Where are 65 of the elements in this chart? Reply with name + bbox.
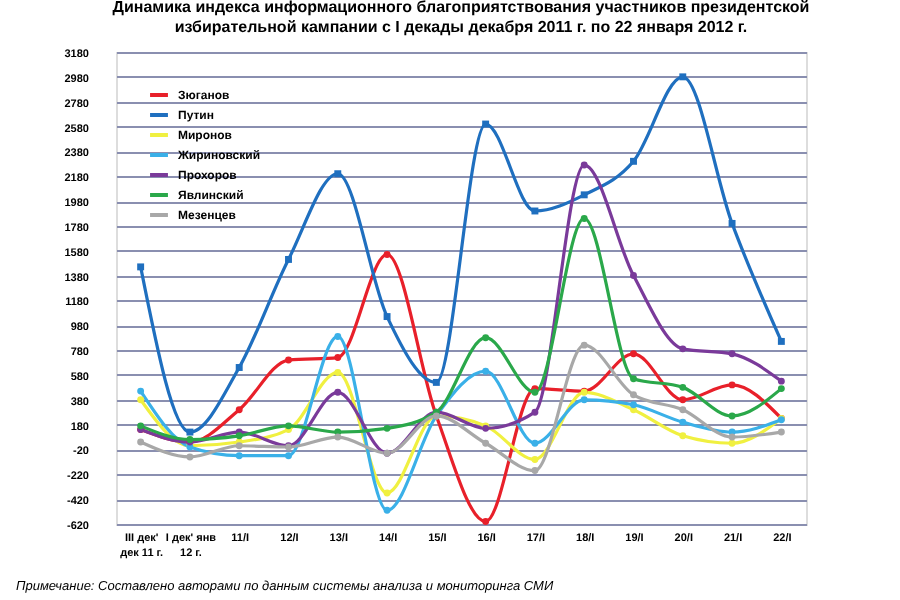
point [334, 332, 342, 340]
line-series [137, 369, 785, 497]
point [137, 396, 145, 404]
point [580, 341, 588, 349]
point [186, 428, 194, 436]
point [679, 383, 687, 391]
point [235, 452, 243, 460]
point [728, 350, 736, 358]
point [383, 489, 391, 497]
point [630, 272, 637, 280]
point [383, 424, 391, 432]
point [531, 467, 539, 475]
point [531, 408, 539, 416]
point [630, 350, 637, 358]
point [383, 251, 391, 258]
point [383, 313, 391, 321]
point [186, 453, 194, 461]
point [531, 439, 539, 447]
point [728, 433, 736, 441]
point [235, 406, 243, 414]
text: избирательной кампании с I декады декабря 2011 г. по 22 января 2012 г. [174, 18, 748, 36]
point [679, 345, 687, 353]
point [285, 255, 292, 263]
point [728, 219, 736, 227]
text: Динамика индекса информационного благоприятствования участников президентской [112, 0, 810, 16]
point [630, 375, 637, 383]
point [432, 378, 440, 386]
line-series [137, 73, 785, 436]
point [482, 439, 490, 447]
point [334, 369, 342, 376]
point [137, 387, 145, 395]
point [580, 214, 588, 222]
point [137, 438, 145, 446]
point [777, 337, 785, 345]
point [777, 428, 785, 436]
point [777, 385, 785, 393]
point [580, 191, 588, 199]
point [235, 364, 243, 371]
point [285, 356, 292, 364]
point [630, 401, 637, 409]
point [580, 161, 588, 169]
point [334, 170, 342, 178]
point [334, 433, 342, 441]
point [679, 406, 687, 414]
point [285, 452, 292, 460]
point [482, 518, 490, 525]
point [482, 367, 490, 375]
point [679, 418, 687, 426]
point [630, 157, 637, 165]
point [777, 377, 785, 385]
point [728, 412, 736, 420]
point [580, 396, 588, 404]
point [482, 334, 490, 342]
point [728, 381, 736, 389]
point [679, 73, 687, 81]
point [728, 439, 736, 447]
point [334, 388, 342, 396]
point [630, 391, 637, 399]
point [531, 455, 539, 463]
point [482, 120, 490, 128]
point [679, 432, 687, 440]
point [137, 263, 145, 271]
point [334, 354, 342, 362]
point [383, 506, 391, 514]
point [679, 396, 687, 404]
